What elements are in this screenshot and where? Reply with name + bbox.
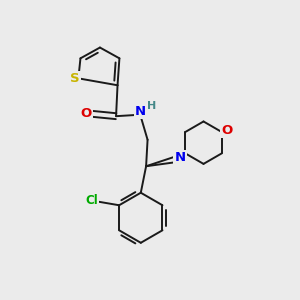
Text: O: O [222,124,233,137]
Text: Cl: Cl [86,194,98,207]
Text: S: S [70,72,80,85]
Text: O: O [80,107,92,120]
Text: H: H [147,101,156,111]
Text: N: N [174,151,185,164]
Text: N: N [135,105,146,118]
